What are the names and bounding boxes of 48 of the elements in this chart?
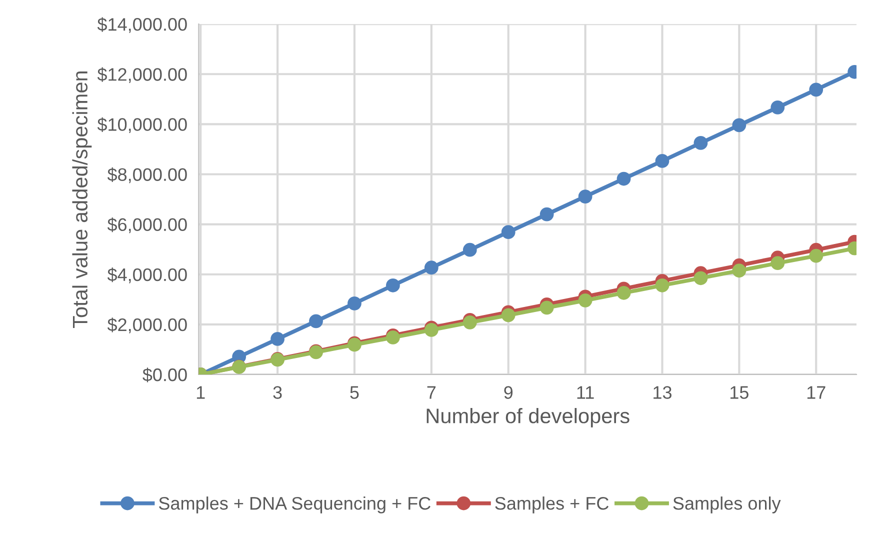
point xyxy=(655,154,670,168)
legend-label: Samples only xyxy=(673,496,781,514)
x-tick-label: 9 xyxy=(504,386,513,399)
x-axis-title: Number of developers xyxy=(426,408,630,428)
x-tick-label: 13 xyxy=(654,386,672,399)
point xyxy=(540,207,554,222)
point xyxy=(694,136,708,150)
x-tick-label: 5 xyxy=(350,386,359,399)
y-tick-label: $4,000.00 xyxy=(107,268,187,284)
legend-label: Samples + DNA Sequencing + FC xyxy=(158,496,430,514)
y-axis-title: Total value added/specimen xyxy=(72,72,92,328)
point xyxy=(424,260,438,275)
x-tick-label: 7 xyxy=(427,386,436,399)
x-tick-label: 1 xyxy=(196,386,205,399)
legend-label: Samples + FC xyxy=(495,496,609,514)
y-tick-label: $0.00 xyxy=(142,368,187,382)
point xyxy=(732,264,746,278)
point xyxy=(694,271,708,286)
point xyxy=(809,82,824,97)
point xyxy=(501,225,516,240)
point xyxy=(770,256,785,270)
point xyxy=(655,278,670,292)
y-tick-label: $2,000.00 xyxy=(107,318,187,334)
x-tick-label: 3 xyxy=(273,386,282,399)
y-tick-label: $8,000.00 xyxy=(107,167,187,184)
x-tick-label: 15 xyxy=(730,386,748,399)
y-tick-label: $10,000.00 xyxy=(97,117,187,134)
y-tick-label: $12,000.00 xyxy=(97,67,187,83)
x-tick-label: 17 xyxy=(807,386,826,399)
point xyxy=(578,190,592,204)
point xyxy=(462,242,477,257)
point xyxy=(578,293,592,308)
point xyxy=(501,308,516,322)
point xyxy=(386,278,400,292)
point xyxy=(616,172,631,186)
point xyxy=(732,118,746,132)
point xyxy=(424,323,438,337)
point xyxy=(616,286,631,300)
point xyxy=(309,314,323,328)
point xyxy=(540,300,554,315)
y-tick-label: $14,000.00 xyxy=(97,17,187,33)
point xyxy=(348,296,362,310)
point xyxy=(770,100,785,114)
point xyxy=(462,315,477,330)
x-tick-label: 11 xyxy=(577,386,594,399)
point xyxy=(809,248,824,263)
point xyxy=(270,332,284,346)
y-tick-label: $6,000.00 xyxy=(107,217,187,234)
